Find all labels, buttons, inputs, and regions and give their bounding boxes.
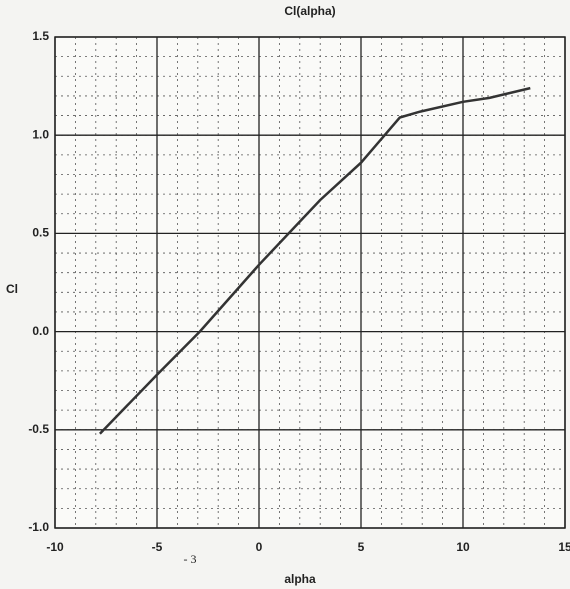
x-axis-label: alpha <box>284 572 316 586</box>
y-tick-label: 1.5 <box>32 29 49 43</box>
x-tick-label: 10 <box>456 540 470 554</box>
y-tick-label: 0.0 <box>32 324 49 338</box>
y-tick-label: 0.5 <box>32 226 49 240</box>
chart-title: Cl(alpha) <box>284 4 335 18</box>
chart: Cl(alpha) alpha Cl - 3 -1.0 -0.5 0.0 0.5 1.0… <box>0 0 570 589</box>
x-tick-label: -10 <box>46 540 64 554</box>
y-axis-label: Cl <box>6 282 18 296</box>
page-number: - 3 <box>184 552 197 566</box>
y-tick-label: -1.0 <box>28 520 49 534</box>
y-tick-label: -0.5 <box>28 422 49 436</box>
x-tick-label: -5 <box>152 540 163 554</box>
x-tick-label: 15 <box>558 540 570 554</box>
plot-area <box>55 37 565 528</box>
x-tick-label: 5 <box>358 540 365 554</box>
x-tick-label: 0 <box>256 540 263 554</box>
y-tick-label: 1.0 <box>32 127 49 141</box>
